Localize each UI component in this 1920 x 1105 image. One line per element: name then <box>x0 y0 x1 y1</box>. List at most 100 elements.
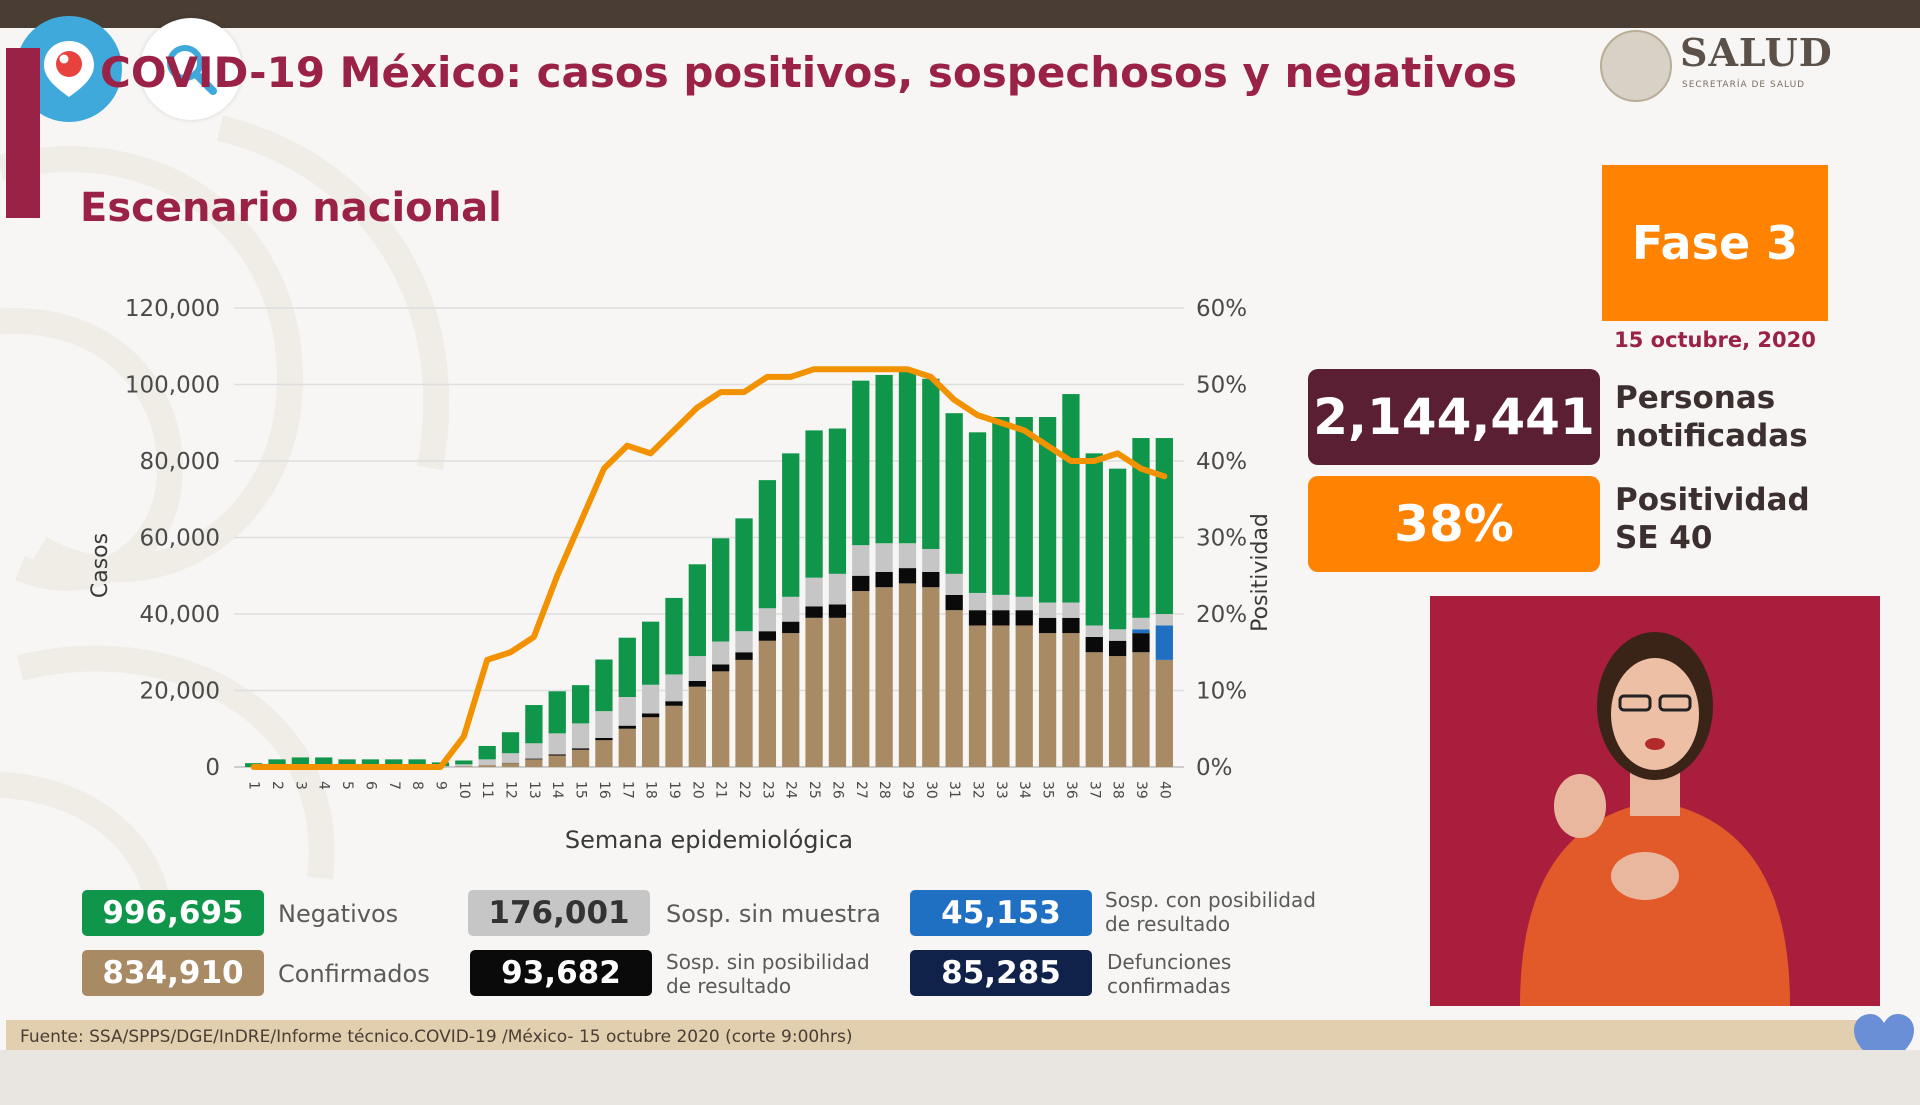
positivity-line <box>250 366 1168 770</box>
stacked-bar-chart: 0 20,000 40,000 60,000 80,000 100,000 120,000 0… <box>88 296 1273 854</box>
bar-segment-4-25 <box>828 428 847 574</box>
x-tick-label: 6 <box>362 781 378 790</box>
bar-segment-4-26 <box>852 380 870 546</box>
bar-segment-0-27 <box>875 587 893 767</box>
y-axis-label: Casos <box>88 533 113 598</box>
x-tick-label: 19 <box>666 781 682 799</box>
legend-label-line: Sosp. sin posibilidad <box>666 950 870 974</box>
y-tick-label: 60,000 <box>140 526 220 552</box>
kpi-notificadas-value: 2,144,441 <box>1308 369 1600 465</box>
bar-segment-4-1 <box>268 759 286 767</box>
x-tick-label: 32 <box>970 781 986 799</box>
bar-segment-3-37 <box>1108 629 1127 641</box>
y2-tick-label: 60% <box>1196 296 1247 322</box>
bar-segment-0-30 <box>945 610 963 767</box>
legend-label-3: Sosp. sin posibilidad de resultado <box>666 950 870 998</box>
bar-segment-2-38 <box>1132 629 1150 634</box>
legend-label-2: Sosp. sin muestra <box>666 902 881 926</box>
salud-logo: SALUD SECRETARÍA DE SALUD <box>1600 20 1840 110</box>
bar-segment-0-38 <box>1132 652 1150 767</box>
search-button[interactable] <box>140 18 242 120</box>
bar-segment-1-36 <box>1085 636 1103 653</box>
x-tick-label: 3 <box>292 781 308 790</box>
bar-segment-3-39 <box>1155 614 1173 626</box>
bar-segment-3-31 <box>968 592 987 611</box>
bar-segment-4-21 <box>735 518 753 632</box>
bar-segment-1-15 <box>595 737 613 741</box>
bar-segment-3-25 <box>828 573 847 605</box>
bar-segment-0-34 <box>1038 633 1057 767</box>
x-tick-label: 14 <box>549 781 565 799</box>
bar-segment-0-36 <box>1085 652 1103 767</box>
bar-segment-1-20 <box>712 664 730 672</box>
bar-segment-3-35 <box>1062 602 1080 618</box>
x-tick-label: 18 <box>643 781 659 799</box>
background-pattern <box>0 115 450 929</box>
x-tick-label: 8 <box>409 781 425 790</box>
bar-segment-3-32 <box>992 594 1010 611</box>
bar-segment-4-5 <box>361 759 380 767</box>
legend-label-line: Confirmados <box>278 960 430 988</box>
bar-segment-3-12 <box>525 743 543 759</box>
kpi-positividad-label: Positividad SE 40 <box>1615 481 1810 557</box>
bar-segment-0-17 <box>641 717 660 767</box>
y-tick-label: 20,000 <box>140 679 220 705</box>
bar-segment-0-19 <box>688 686 706 767</box>
bar-segment-0-9 <box>455 766 473 767</box>
x-tick-label: 11 <box>479 781 495 799</box>
x-tick-label: 31 <box>946 781 962 799</box>
bar-segment-3-13 <box>548 733 566 755</box>
fase-date: 15 octubre, 2020 <box>1614 328 1816 352</box>
bar-segment-0-14 <box>571 749 590 767</box>
x-tick-label: 22 <box>736 781 752 799</box>
bar-segment-1-26 <box>852 575 870 592</box>
accent-bar <box>6 48 40 218</box>
bar-segment-0-21 <box>735 659 753 767</box>
bar-segment-3-22 <box>758 608 777 632</box>
mexico-seal-icon <box>1600 30 1672 102</box>
bar-segment-4-33 <box>1015 417 1033 597</box>
sign-language-interpreter-video <box>1430 596 1880 1006</box>
legend-value-4: 45,153 <box>910 890 1092 936</box>
bar-segment-1-18 <box>665 701 683 706</box>
bar-segment-3-30 <box>945 573 963 595</box>
bar-segment-1-24 <box>805 606 823 618</box>
kpi-positividad-value: 38% <box>1308 476 1600 572</box>
bar-segment-4-28 <box>898 369 917 544</box>
bar-segment-3-16 <box>618 697 636 726</box>
x-tick-label: 29 <box>899 781 915 799</box>
bar-segment-1-38 <box>1132 633 1150 653</box>
bar-segment-4-36 <box>1085 453 1103 626</box>
bar-segment-1-23 <box>782 621 800 634</box>
source-note: Fuente: SSA/SPPS/DGE/InDRE/Informe técni… <box>20 1027 853 1047</box>
bar-segment-4-15 <box>595 659 613 712</box>
kpi-notificadas-label: Personas notificadas <box>1615 379 1808 455</box>
bar-segment-1-30 <box>945 594 963 611</box>
y2-tick-label: 50% <box>1196 373 1247 399</box>
bar-segment-0-12 <box>525 759 543 767</box>
legend-value-2: 176,001 <box>468 890 650 936</box>
bar-segment-3-9 <box>455 764 473 767</box>
bar-segment-4-29 <box>922 378 940 549</box>
bar-segment-4-30 <box>945 413 963 574</box>
bar-segment-1-22 <box>758 631 777 641</box>
bar-segment-1-13 <box>548 754 566 756</box>
x-tick-label: 36 <box>1063 781 1079 799</box>
bar-segment-0-33 <box>1015 625 1033 767</box>
x-tick-label: 12 <box>503 781 519 799</box>
bar-segment-2-39 <box>1155 625 1173 660</box>
legend-value-1: 834,910 <box>82 950 264 996</box>
x-tick-label: 37 <box>1086 781 1102 799</box>
x-tick-label: 27 <box>853 781 869 799</box>
bar-segment-3-19 <box>688 656 706 681</box>
bar-segment-4-32 <box>992 417 1010 595</box>
x-tick-label: 28 <box>876 781 892 799</box>
bar-segment-0-24 <box>805 617 823 767</box>
bar-segment-0-25 <box>828 617 847 767</box>
legend-value-5: 85,285 <box>910 950 1092 996</box>
x-tick-label: 2 <box>269 781 285 790</box>
bar-segment-0-15 <box>595 740 613 767</box>
x-tick-label: 5 <box>339 781 355 790</box>
x-tick-label: 33 <box>993 781 1009 799</box>
logo-subtext: SECRETARÍA DE SALUD <box>1682 80 1806 90</box>
